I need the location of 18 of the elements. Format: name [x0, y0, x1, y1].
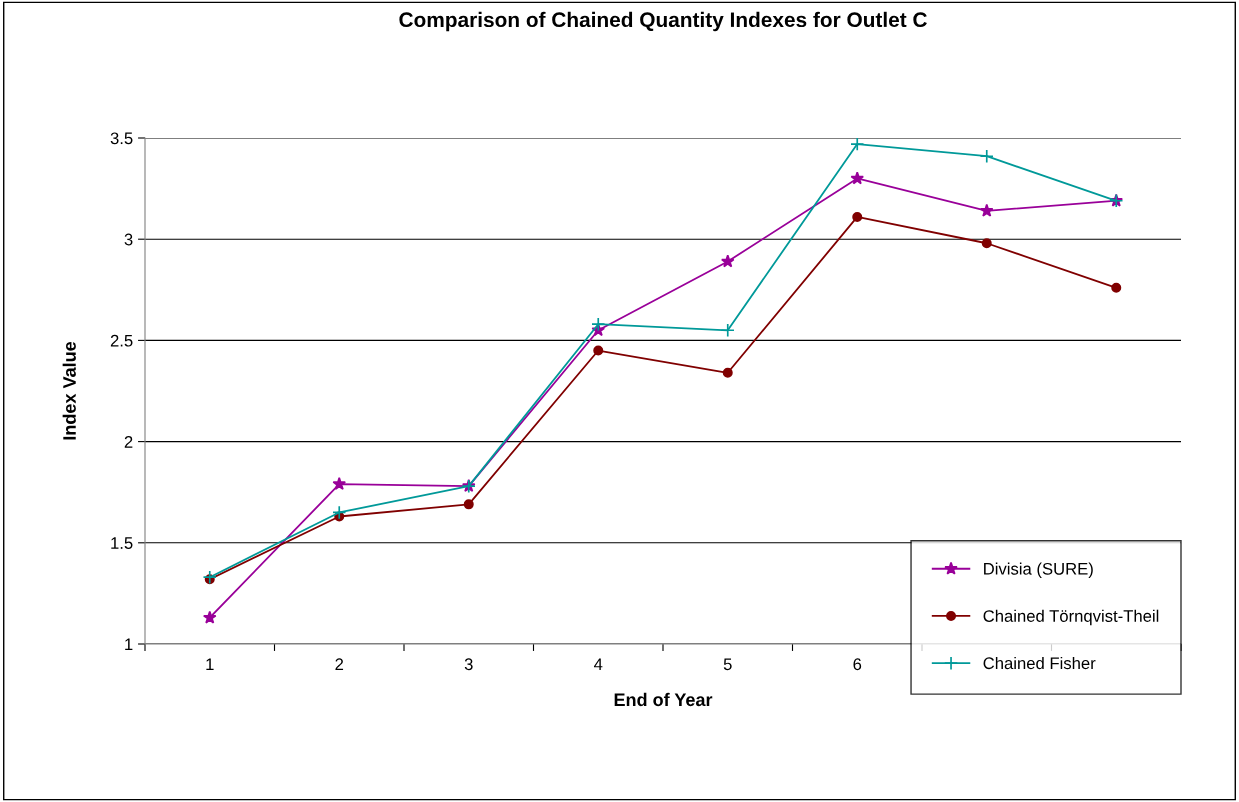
- x-tick-label: 1: [206, 658, 214, 670]
- x-tick-label: 4: [594, 658, 603, 670]
- legend-label: Chained Fisher: [983, 656, 1096, 670]
- chart-title: Comparison of Chained Quantity Indexes for Outlet C: [399, 11, 927, 32]
- y-tick-label: 3.5: [110, 132, 133, 145]
- x-axis-title: End of Year: [614, 692, 713, 707]
- x-tick-label: 2: [335, 658, 344, 670]
- x-tick-label: 3: [464, 658, 473, 671]
- y-axis-title: Index Value: [62, 341, 76, 440]
- y-tick-label: 3: [124, 233, 133, 246]
- legend-label: Chained Törnqvist-Theil: [983, 609, 1159, 626]
- legend-label: Divisia (SURE): [984, 562, 1093, 579]
- y-tick-label: 2: [124, 436, 133, 448]
- y-tick-label: 1: [125, 638, 133, 651]
- x-tick-label: 5: [723, 658, 732, 671]
- y-tick-label: 1.5: [111, 537, 133, 549]
- x-tick-label: 6: [853, 658, 862, 671]
- y-tick-label: 2.5: [110, 334, 133, 347]
